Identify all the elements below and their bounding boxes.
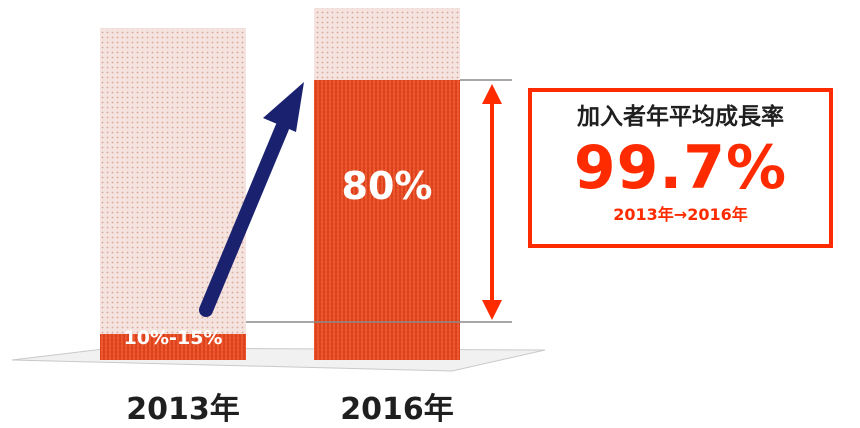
bar-2016 [314,80,460,360]
bar-label-2013: 10%-15% [123,327,223,349]
bar-label-2016: 80% [341,164,433,208]
growth-rate-callout: 加入者年平均成長率 99.7% 2013年→2016年 [528,88,833,248]
bar-background-2013 [100,28,246,360]
bar-2013 [100,334,246,360]
category-label-2016: 2016年 [340,392,454,427]
growth-arrow [199,82,304,317]
range-arrow [482,84,502,320]
category-label-2013: 2013年 [126,392,240,427]
callout-title: 加入者年平均成長率 [577,104,784,130]
floor-plane [11,347,546,372]
callout-period: 2013年→2016年 [613,205,748,224]
callout-value: 99.7% [573,133,788,203]
